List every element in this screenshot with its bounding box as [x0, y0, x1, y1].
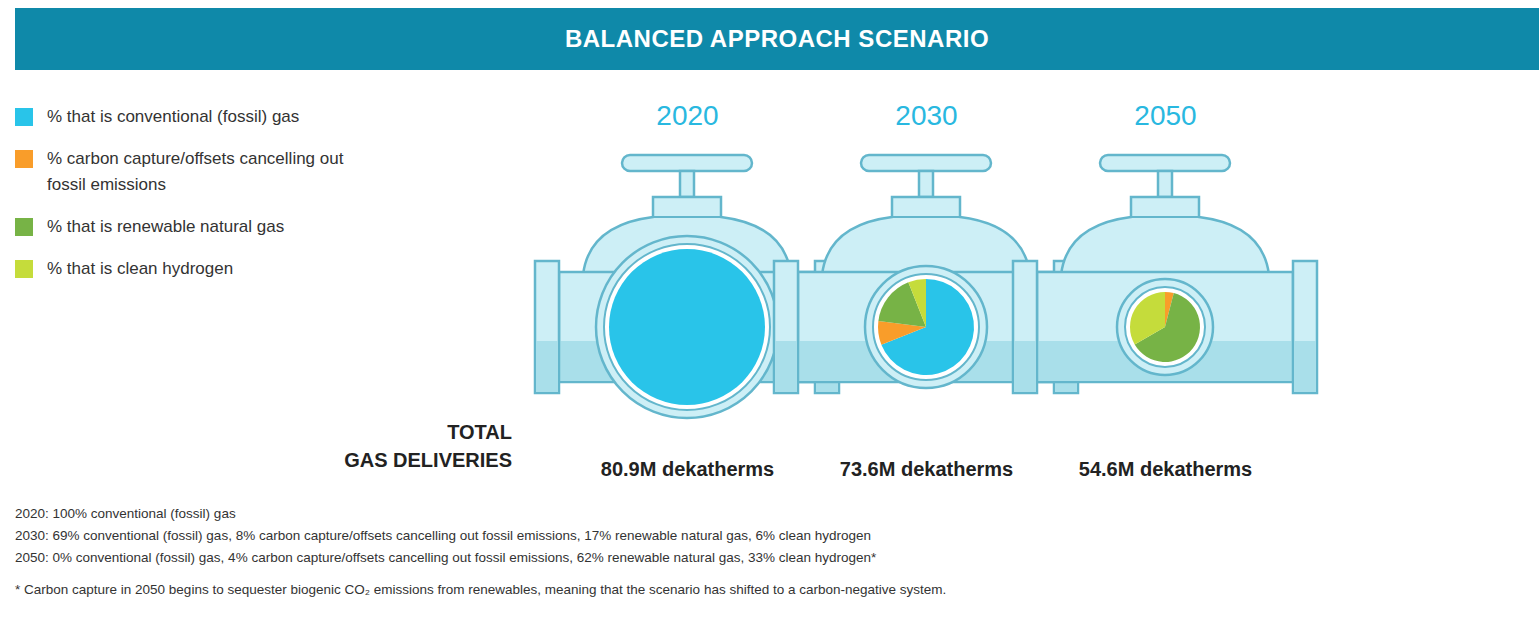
svg-text:2030: 2030	[895, 100, 957, 131]
svg-text:54.6M dekatherms: 54.6M dekatherms	[1079, 458, 1252, 480]
html-text:2030: 69% conventional (fossil: 2030: 69% conventional (fossil) gas, 8% …	[15, 528, 871, 543]
svg-text:GAS DELIVERIES: GAS DELIVERIES	[344, 449, 512, 471]
svg-text:80.9M dekatherms: 80.9M dekatherms	[601, 458, 774, 480]
svg-text:2020: 2020	[656, 100, 718, 131]
svg-text:TOTAL: TOTAL	[447, 421, 512, 443]
html-text:2020: 100% conventional (fossi: 2020: 100% conventional (fossil) gas	[15, 506, 236, 521]
html-text:BALANCED APPROACH SCENARIO: BALANCED APPROACH SCENARIO	[564, 25, 990, 52]
html-text:* Carbon capture in 2050 begin: * Carbon capture in 2050 begins to seque…	[15, 582, 947, 597]
html-text:% that is renewable natural ga: % that is renewable natural gas	[47, 217, 285, 236]
html-text:2050: 0% conventional (fossil): 2050: 0% conventional (fossil) gas, 4% c…	[15, 550, 877, 565]
svg-text:2050: 2050	[1134, 100, 1196, 131]
html-text:% that is conventional (fossil: % that is conventional (fossil) gas	[47, 107, 300, 126]
html-text:% that is clean hydrogen: % that is clean hydrogen	[47, 259, 234, 278]
svg-text:73.6M dekatherms: 73.6M dekatherms	[840, 458, 1013, 480]
html-text:% carbon capture/offsets cance: % carbon capture/offsets cancelling out …	[47, 149, 344, 194]
